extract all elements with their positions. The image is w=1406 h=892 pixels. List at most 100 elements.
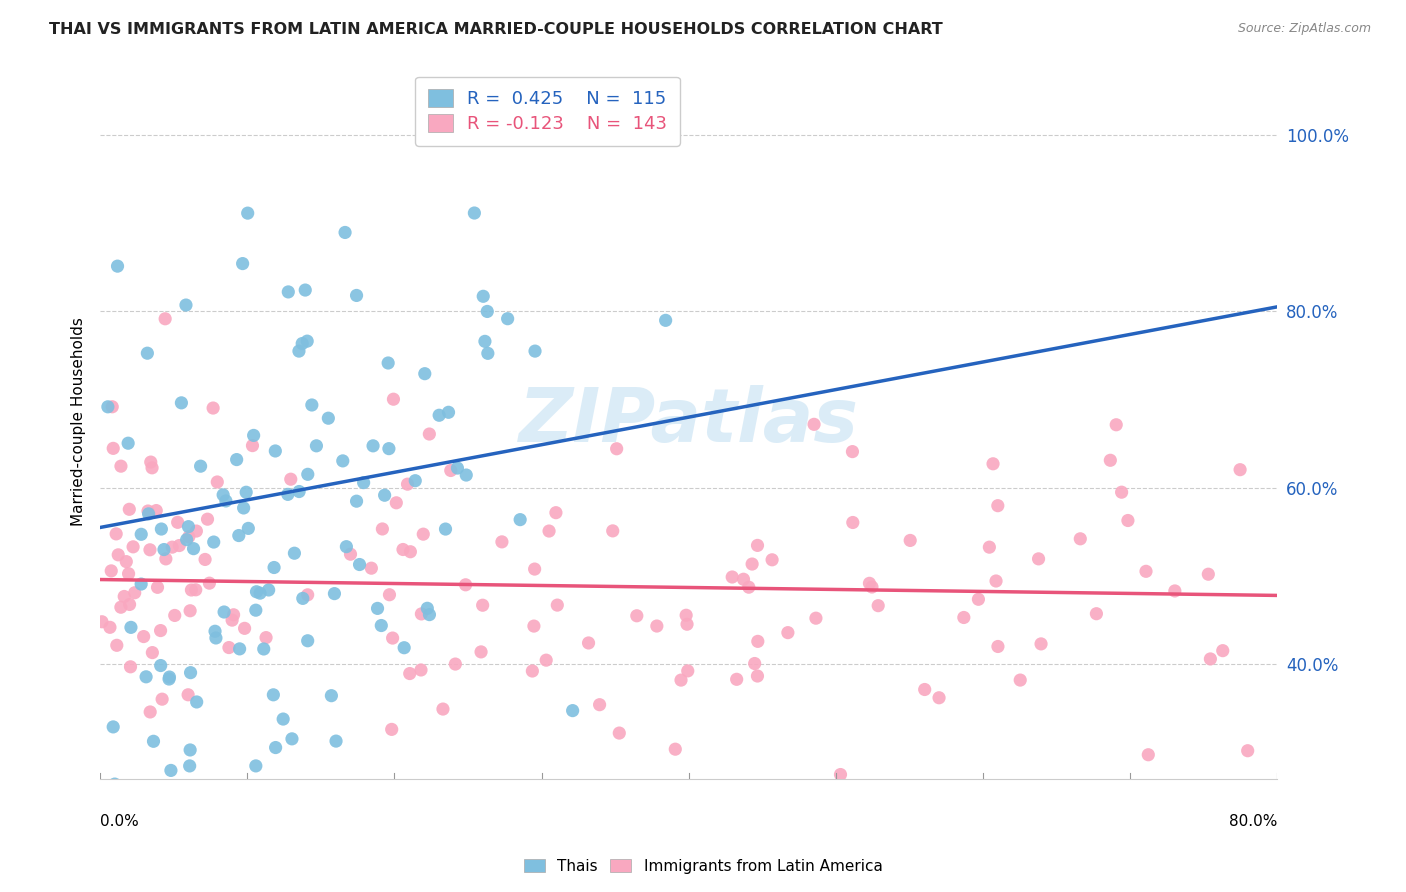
Point <box>454 578 477 592</box>
Point <box>803 417 825 432</box>
Point <box>202 401 225 415</box>
Point <box>842 516 865 530</box>
Point <box>1111 485 1133 500</box>
Point <box>561 704 583 718</box>
Point <box>523 619 546 633</box>
Point <box>107 548 129 562</box>
Point <box>197 512 219 526</box>
Point <box>291 591 314 606</box>
Point <box>392 542 415 557</box>
Point <box>118 502 141 516</box>
Point <box>138 507 160 521</box>
Point <box>789 855 811 869</box>
Point <box>105 638 128 652</box>
Point <box>107 259 129 273</box>
Point <box>669 673 692 687</box>
Point <box>318 411 340 425</box>
Point <box>194 552 217 566</box>
Point <box>153 843 176 857</box>
Point <box>1116 514 1139 528</box>
Point <box>544 506 567 520</box>
Point <box>129 577 152 591</box>
Point <box>166 516 188 530</box>
Point <box>141 460 163 475</box>
Point <box>413 367 436 381</box>
Point <box>112 590 135 604</box>
Point <box>474 334 496 349</box>
Point <box>1069 532 1091 546</box>
Point <box>392 640 415 655</box>
Point <box>183 541 205 556</box>
Point <box>676 664 699 678</box>
Point <box>91 615 114 629</box>
Point <box>135 670 157 684</box>
Point <box>841 444 863 458</box>
Point <box>747 538 769 552</box>
Point <box>263 560 285 574</box>
Point <box>860 580 883 594</box>
Point <box>1029 637 1052 651</box>
Point <box>374 488 396 502</box>
Point <box>150 692 173 706</box>
Point <box>607 726 630 740</box>
Point <box>160 764 183 778</box>
Point <box>378 442 401 456</box>
Point <box>186 524 208 538</box>
Point <box>761 553 783 567</box>
Point <box>332 454 354 468</box>
Point <box>427 409 450 423</box>
Point <box>301 398 323 412</box>
Point <box>1212 643 1234 657</box>
Point <box>177 530 200 544</box>
Point <box>416 601 439 615</box>
Point <box>981 457 1004 471</box>
Point <box>346 288 368 302</box>
Point <box>398 666 420 681</box>
Point <box>399 545 422 559</box>
Point <box>1137 747 1160 762</box>
Point <box>141 646 163 660</box>
Point <box>321 689 343 703</box>
Point <box>412 527 434 541</box>
Point <box>139 542 162 557</box>
Point <box>432 702 454 716</box>
Point <box>242 439 264 453</box>
Point <box>477 346 499 360</box>
Point <box>186 695 208 709</box>
Point <box>150 522 173 536</box>
Point <box>163 608 186 623</box>
Point <box>606 442 628 456</box>
Point <box>142 734 165 748</box>
Point <box>110 600 132 615</box>
Point <box>245 759 267 773</box>
Point <box>218 640 240 655</box>
Point <box>200 848 222 863</box>
Point <box>117 436 139 450</box>
Point <box>249 586 271 600</box>
Point <box>277 487 299 501</box>
Point <box>277 285 299 299</box>
Point <box>198 576 221 591</box>
Point <box>472 289 495 303</box>
Point <box>235 485 257 500</box>
Point <box>179 743 201 757</box>
Point <box>953 610 976 624</box>
Point <box>136 504 159 518</box>
Text: Source: ZipAtlas.com: Source: ZipAtlas.com <box>1237 22 1371 36</box>
Point <box>236 206 259 220</box>
Point <box>105 527 128 541</box>
Point <box>212 488 235 502</box>
Point <box>153 542 176 557</box>
Point <box>602 524 624 538</box>
Point <box>180 665 202 680</box>
Point <box>177 519 200 533</box>
Point <box>676 617 699 632</box>
Point <box>205 631 228 645</box>
Point <box>257 582 280 597</box>
Point <box>146 580 169 594</box>
Point <box>1085 607 1108 621</box>
Point <box>103 720 125 734</box>
Point <box>174 298 197 312</box>
Point <box>100 564 122 578</box>
Point <box>377 356 399 370</box>
